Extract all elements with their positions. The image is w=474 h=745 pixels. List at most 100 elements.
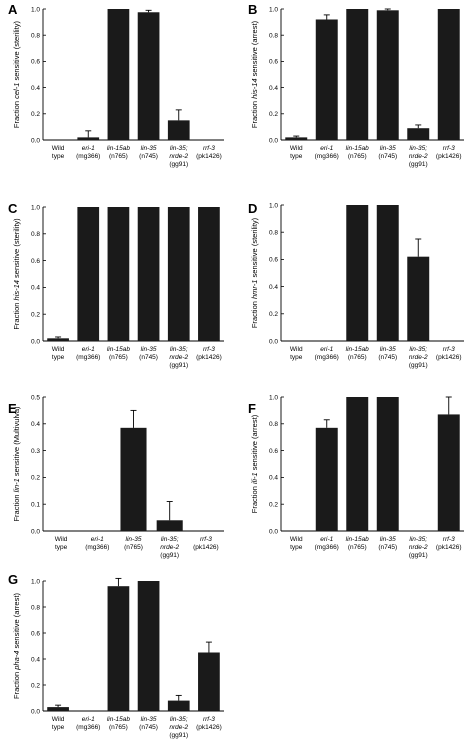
x-category-label: (pk1426): [436, 544, 462, 551]
bar: [107, 207, 130, 341]
y-tick-label: 0.8: [31, 33, 40, 40]
bar: [167, 207, 190, 341]
x-category-label: lin-35;: [161, 536, 179, 543]
x-category-label: type: [290, 153, 303, 160]
bar: [198, 207, 220, 341]
bar: [156, 520, 183, 531]
y-tick-label: 0.6: [269, 257, 278, 264]
bar: [137, 12, 160, 140]
x-category-label: lin-15ab: [346, 536, 370, 543]
x-category-label: type: [52, 724, 65, 731]
bar: [437, 9, 460, 140]
y-tick-label: 0.0: [31, 137, 40, 144]
x-category-label: eri-1: [82, 716, 95, 723]
x-category-label: nrde-2: [409, 354, 428, 361]
y-tick-label: 0.4: [31, 421, 40, 428]
x-category-label: (mg366): [85, 544, 109, 551]
x-category-label: lin-35;: [170, 716, 188, 723]
x-category-label: lin-15ab: [346, 346, 370, 353]
bar: [77, 137, 100, 140]
x-category-label: nrde-2: [169, 153, 188, 160]
y-axis-label: Fraction hmr-1 sensitive (sterility): [250, 217, 259, 328]
x-category-label: (pk1426): [196, 354, 222, 361]
x-category-label: lin-15ab: [107, 145, 131, 152]
y-tick-label: 0.4: [269, 85, 278, 92]
x-category-label: eri-1: [320, 536, 333, 543]
panel-letter: G: [8, 572, 18, 587]
y-tick-label: 0.1: [31, 502, 40, 509]
bar: [346, 397, 369, 531]
y-label-gene: cel-1: [12, 83, 21, 99]
y-label-prefix: Fraction: [12, 492, 21, 521]
y-tick-label: 0.0: [269, 528, 278, 535]
panel-letter: F: [248, 401, 256, 416]
x-category-label: type: [290, 354, 303, 361]
x-category-label: lin-35: [141, 716, 157, 723]
y-label-suffix: sensitive (arrest): [12, 593, 21, 651]
bar: [376, 10, 399, 141]
x-category-label: lin-35;: [409, 145, 427, 152]
panel-b: B 0.0 0.2 0.4 0.6 0.8 1.0 Fraction his-14 sensi…: [248, 2, 464, 168]
y-tick-label: 0.6: [31, 59, 40, 66]
x-category-label: eri-1: [82, 145, 95, 152]
x-category-label: (n765): [348, 544, 367, 551]
y-tick-label: 1.0: [269, 202, 278, 209]
y-axis-label: Fraction cel-1 sensitive (sterility): [12, 20, 21, 128]
y-tick-label: 0.8: [31, 231, 40, 238]
panel-letter: C: [8, 201, 18, 216]
panel-letter: E: [8, 401, 17, 416]
x-category-label: (n745): [378, 354, 397, 361]
y-tick-label: 0.0: [31, 338, 40, 345]
bar: [107, 9, 130, 140]
x-category-label: rrf-3: [443, 346, 455, 353]
bar: [376, 205, 399, 341]
x-category-label: (gg91): [169, 732, 188, 739]
x-category-label: (mg366): [76, 153, 100, 160]
x-category-label: (n765): [109, 354, 128, 361]
x-category-label: Wild: [290, 346, 303, 353]
panel-letter: A: [8, 2, 18, 17]
y-label-prefix: Fraction: [12, 300, 21, 329]
x-category-label: type: [55, 544, 68, 551]
bar: [137, 581, 160, 711]
y-axis-label: Fraction pha-4 sensitive (arrest): [12, 593, 21, 699]
y-tick-label: 0.2: [31, 111, 40, 118]
y-label-prefix: Fraction: [250, 99, 259, 128]
y-tick-label: 0.6: [269, 448, 278, 455]
y-tick-label: 0.4: [31, 85, 40, 92]
bar: [167, 120, 190, 140]
y-tick-label: 1.0: [31, 6, 40, 13]
x-category-label: lin-35: [380, 536, 396, 543]
y-tick-label: 0.2: [31, 312, 40, 319]
bar: [47, 707, 69, 711]
x-category-label: rrf-3: [203, 145, 215, 152]
panel-e: E 0.0 0.1 0.2 0.3 0.4 0.5 Fraction lin-1 sensit…: [8, 394, 224, 559]
y-label-suffix: sensitive (sterility): [250, 217, 259, 279]
x-category-label: (pk1426): [436, 354, 462, 361]
x-category-label: rrf-3: [443, 536, 455, 543]
x-category-label: Wild: [55, 536, 68, 543]
bar: [167, 700, 190, 711]
y-label-prefix: Fraction: [12, 670, 21, 699]
bar: [315, 427, 338, 531]
bar: [47, 338, 69, 341]
x-category-label: (mg366): [76, 724, 100, 731]
x-category-label: eri-1: [82, 346, 95, 353]
y-tick-label: 0.5: [31, 394, 40, 401]
x-category-label: (pk1426): [193, 544, 219, 551]
y-axis-label: Fraction lin-1 sensitive (Multivulva): [12, 406, 21, 522]
bar: [137, 207, 160, 341]
x-category-label: (gg91): [169, 161, 188, 168]
y-label-prefix: Fraction: [250, 299, 259, 328]
bar: [437, 414, 460, 531]
y-tick-label: 0.2: [269, 111, 278, 118]
x-category-label: (n765): [109, 153, 128, 160]
x-category-label: (n765): [124, 544, 143, 551]
y-tick-label: 0.0: [31, 708, 40, 715]
panel-g: G 0.0 0.2 0.4 0.6 0.8 1.0 Fraction pha-4 sensit…: [8, 572, 224, 739]
bar: [376, 397, 399, 531]
y-label-suffix: sensitive (arrest): [250, 20, 259, 78]
y-label-suffix: sensitive (sterility): [12, 20, 21, 82]
x-category-label: lin-35: [141, 145, 157, 152]
y-tick-label: 0.2: [269, 502, 278, 509]
